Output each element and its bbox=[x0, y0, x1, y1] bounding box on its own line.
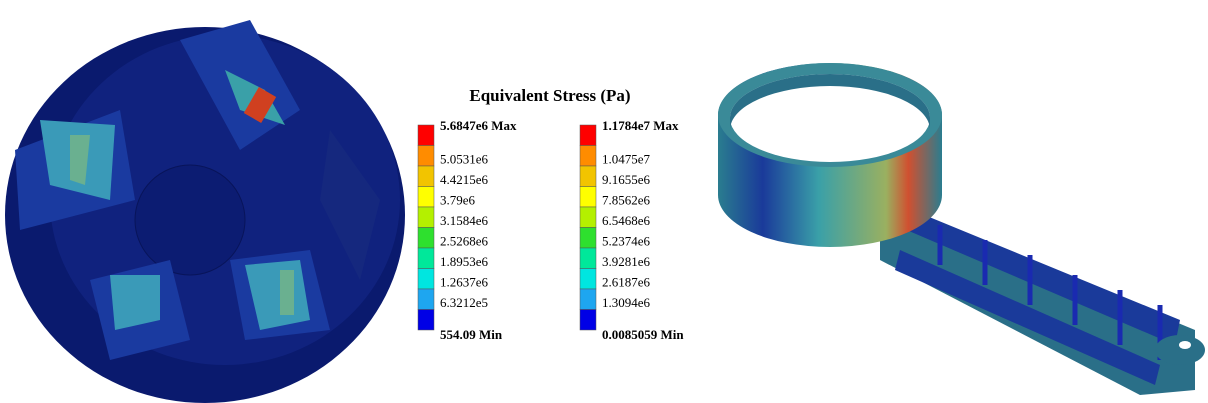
legend-swatch bbox=[580, 248, 596, 269]
legend-swatch bbox=[418, 166, 434, 187]
legend-label: 5.6847e6 Max bbox=[440, 118, 517, 133]
legend-swatch bbox=[580, 310, 596, 331]
legend-label: 5.2374e6 bbox=[602, 234, 651, 249]
legend-label: 2.6187e6 bbox=[602, 275, 651, 290]
legend-label: 1.3094e6 bbox=[602, 295, 651, 310]
legend-label: 9.1655e6 bbox=[602, 172, 651, 187]
legend-swatch bbox=[418, 207, 434, 228]
legend-title: Equivalent Stress (Pa) bbox=[469, 86, 630, 105]
legend-swatch bbox=[580, 146, 596, 167]
legend-swatch bbox=[580, 207, 596, 228]
legend-label: 1.1784e7 Max bbox=[602, 118, 679, 133]
legend-swatch bbox=[418, 228, 434, 249]
legend-swatch bbox=[418, 248, 434, 269]
legend-swatch bbox=[580, 187, 596, 208]
legend-label: 2.5268e6 bbox=[440, 234, 489, 249]
legend-swatch bbox=[418, 289, 434, 310]
legend-label: 1.0475e7 bbox=[602, 152, 651, 167]
legend-swatch bbox=[418, 310, 434, 331]
legend-label: 1.2637e6 bbox=[440, 275, 489, 290]
legend-label: 5.0531e6 bbox=[440, 152, 489, 167]
legend-swatch bbox=[580, 269, 596, 290]
legend-swatch bbox=[580, 125, 596, 146]
bracket-model bbox=[718, 63, 1205, 395]
legend-label: 3.79e6 bbox=[440, 193, 476, 208]
legend-label: 4.4215e6 bbox=[440, 172, 489, 187]
legends: 5.6847e6 Max 5.0531e6 4.4215e6 3.79e6 3.1584… bbox=[418, 118, 684, 342]
legend-label: 3.1584e6 bbox=[440, 213, 489, 228]
legend-label: 3.9281e6 bbox=[602, 254, 651, 269]
legend-swatch bbox=[418, 125, 434, 146]
legend-swatch bbox=[418, 269, 434, 290]
legend-swatch bbox=[580, 166, 596, 187]
legend-swatch bbox=[418, 187, 434, 208]
legend-label: 0.0085059 Min bbox=[602, 327, 684, 342]
rotor-model bbox=[5, 20, 405, 403]
legend-label: 1.8953e6 bbox=[440, 254, 489, 269]
figure: Equivalent Stress (Pa) 5.6847e6 Max 5.053… bbox=[0, 0, 1208, 403]
legend-swatch bbox=[418, 146, 434, 167]
legend-swatch bbox=[580, 228, 596, 249]
legend-label: 554.09 Min bbox=[440, 327, 503, 342]
legend-label: 6.5468e6 bbox=[602, 213, 651, 228]
legend-label: 7.8562e6 bbox=[602, 193, 651, 208]
legend-label: 6.3212e5 bbox=[440, 295, 488, 310]
legend-swatch bbox=[580, 289, 596, 310]
